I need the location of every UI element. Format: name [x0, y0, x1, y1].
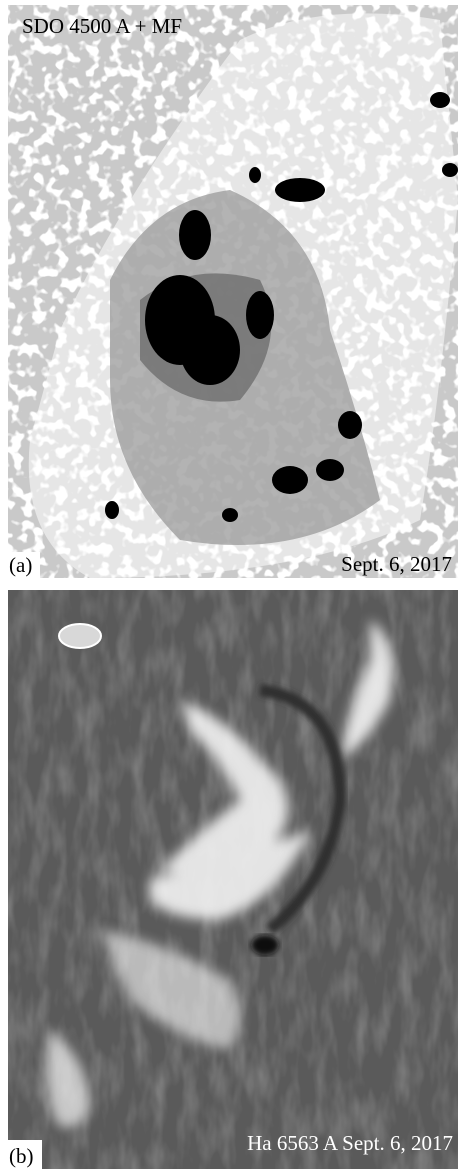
panel-b-image: [8, 590, 458, 1169]
panel-b-label: (b): [9, 1144, 34, 1168]
panel-a-date: Sept. 6, 2017: [341, 552, 452, 576]
page: SDO 4500 A + MF (a) Sept. 6, 2017 (b) Ha…: [0, 0, 458, 1169]
panel-a-label: (a): [9, 553, 32, 577]
panel-b-caption: Ha 6563 A Sept. 6, 2017: [247, 1131, 453, 1155]
panel-a-title: SDO 4500 A + MF: [22, 14, 182, 38]
figure: SDO 4500 A + MF (a) Sept. 6, 2017 (b) Ha…: [0, 0, 458, 1169]
panel-a-image: [8, 5, 458, 578]
